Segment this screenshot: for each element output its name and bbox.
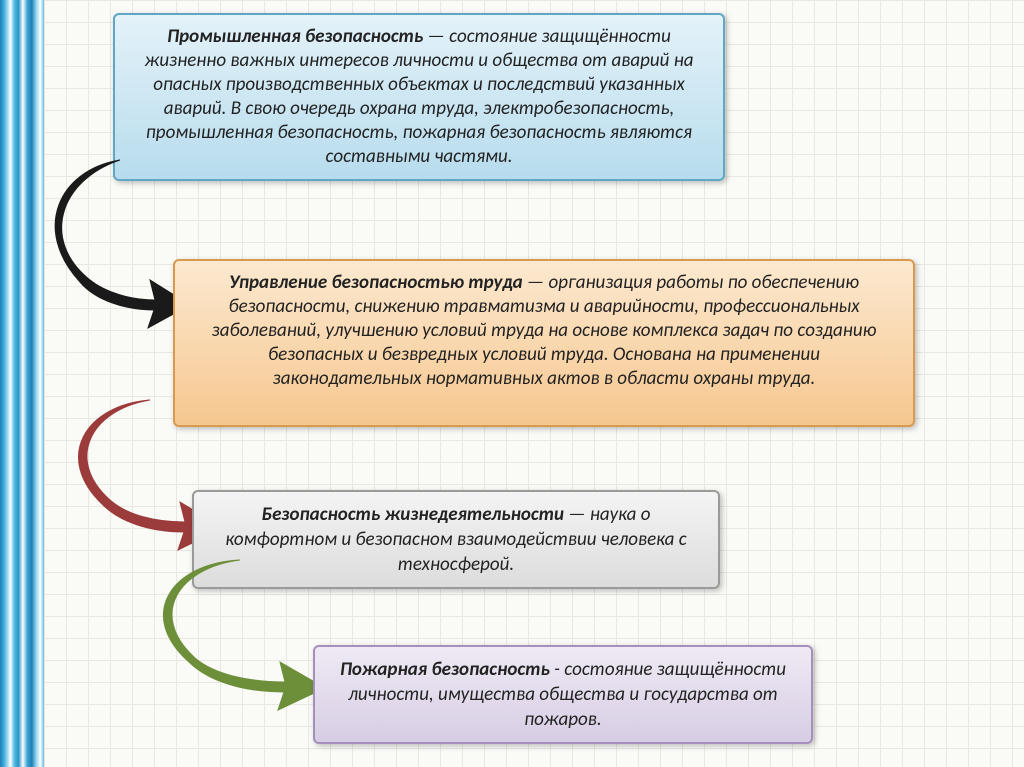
box-industrial-safety: Промышленная безопасность — состояние за… <box>113 13 725 181</box>
curved-arrow-icon <box>160 560 330 700</box>
term-fire-safety: Пожарная безопасность <box>340 658 550 681</box>
box-fire-safety: Пожарная безопасность - состояние защищё… <box>313 645 813 744</box>
term-labor-safety-management: Управление безопасностью труда <box>229 271 523 294</box>
term-industrial-safety: Промышленная безопасность <box>167 25 423 48</box>
curved-arrow-icon <box>50 160 190 310</box>
diagram-content: Промышленная безопасность — состояние за… <box>0 0 1024 767</box>
box-labor-safety-management: Управление безопасностью труда — организ… <box>173 259 915 427</box>
term-life-safety: Безопасность жизнедеятельности <box>262 503 565 526</box>
